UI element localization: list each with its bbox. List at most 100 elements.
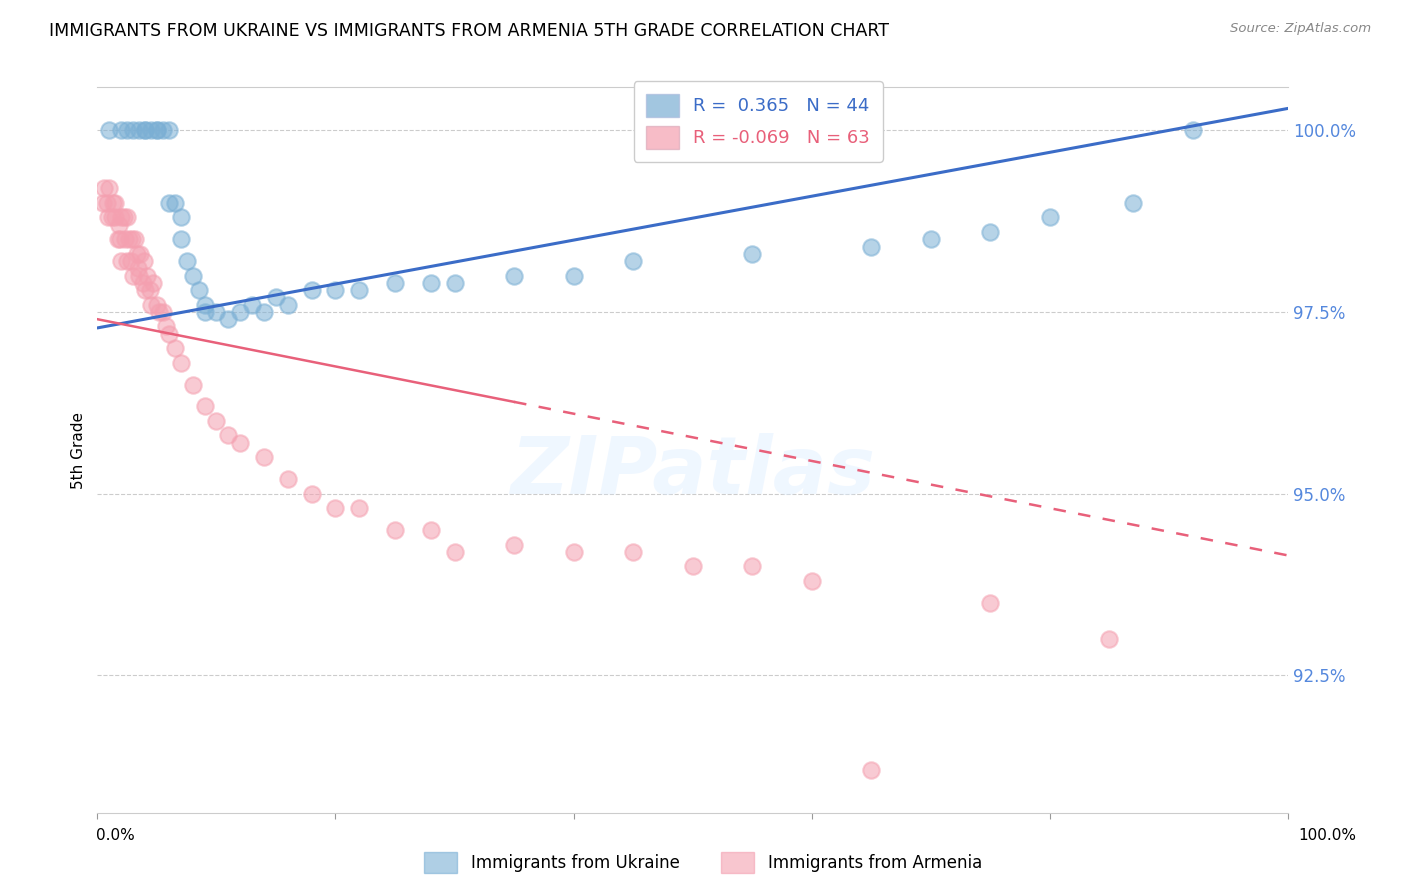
Point [155,319,177,334]
Point [148,305,170,319]
Point [100,211,122,225]
Point [170,232,193,246]
Point [91,195,114,210]
Point [121,232,143,246]
Point [1181,123,1204,137]
Point [115,123,138,137]
Point [860,239,883,253]
Point [124,232,146,246]
Point [277,298,299,312]
Point [176,254,198,268]
Point [181,377,204,392]
Point [122,268,145,283]
Point [384,276,406,290]
Point [152,305,174,319]
Point [860,763,883,777]
Point [107,218,129,232]
Legend: Immigrants from Ukraine, Immigrants from Armenia: Immigrants from Ukraine, Immigrants from… [418,846,988,880]
Point [104,195,127,210]
Point [129,247,152,261]
Point [146,123,169,137]
Y-axis label: 5th Grade: 5th Grade [72,411,86,489]
Point [139,298,162,312]
Point [325,283,347,297]
Point [264,290,287,304]
Point [114,232,136,246]
Point [146,123,169,137]
Point [205,305,228,319]
Point [115,254,138,268]
Point [384,523,406,537]
Point [157,195,180,210]
Point [93,181,115,195]
Point [443,545,465,559]
Point [349,283,371,297]
Point [128,268,150,283]
Point [253,305,276,319]
Point [163,195,186,210]
Point [128,123,150,137]
Point [118,232,141,246]
Point [800,574,823,588]
Point [139,123,162,137]
Point [253,450,276,465]
Point [107,232,129,246]
Point [132,254,155,268]
Point [97,211,120,225]
Point [301,486,323,500]
Legend: R =  0.365   N = 44, R = -0.069   N = 63: R = 0.365 N = 44, R = -0.069 N = 63 [634,81,883,161]
Point [125,247,148,261]
Text: 0.0%: 0.0% [96,828,135,843]
Point [217,312,239,326]
Point [110,123,132,137]
Point [419,276,441,290]
Point [98,123,121,137]
Point [1098,632,1121,646]
Point [205,414,228,428]
Point [136,268,159,283]
Point [193,400,215,414]
Point [443,276,465,290]
Point [181,268,204,283]
Point [127,261,149,276]
Point [562,545,585,559]
Point [503,268,526,283]
Point [187,283,209,297]
Point [142,276,165,290]
Point [101,195,124,210]
Point [139,283,162,297]
Point [920,232,942,246]
Point [98,181,121,195]
Point [301,283,323,297]
Point [217,428,239,442]
Point [682,559,704,574]
Point [134,123,156,137]
Point [115,211,138,225]
Point [621,254,644,268]
Point [146,298,169,312]
Point [110,254,132,268]
Point [979,225,1001,239]
Point [157,123,180,137]
Point [108,232,131,246]
Point [419,523,441,537]
Point [134,123,156,137]
Point [170,356,193,370]
Point [325,501,347,516]
Point [120,254,142,268]
Point [134,283,156,297]
Point [152,123,174,137]
Point [170,211,193,225]
Point [131,276,153,290]
Point [1122,195,1144,210]
Point [562,268,585,283]
Point [240,298,263,312]
Point [122,123,145,137]
Point [112,211,135,225]
Point [503,537,526,551]
Text: ZIPatlas: ZIPatlas [510,433,875,511]
Point [104,211,127,225]
Point [110,211,132,225]
Point [229,305,252,319]
Point [979,596,1001,610]
